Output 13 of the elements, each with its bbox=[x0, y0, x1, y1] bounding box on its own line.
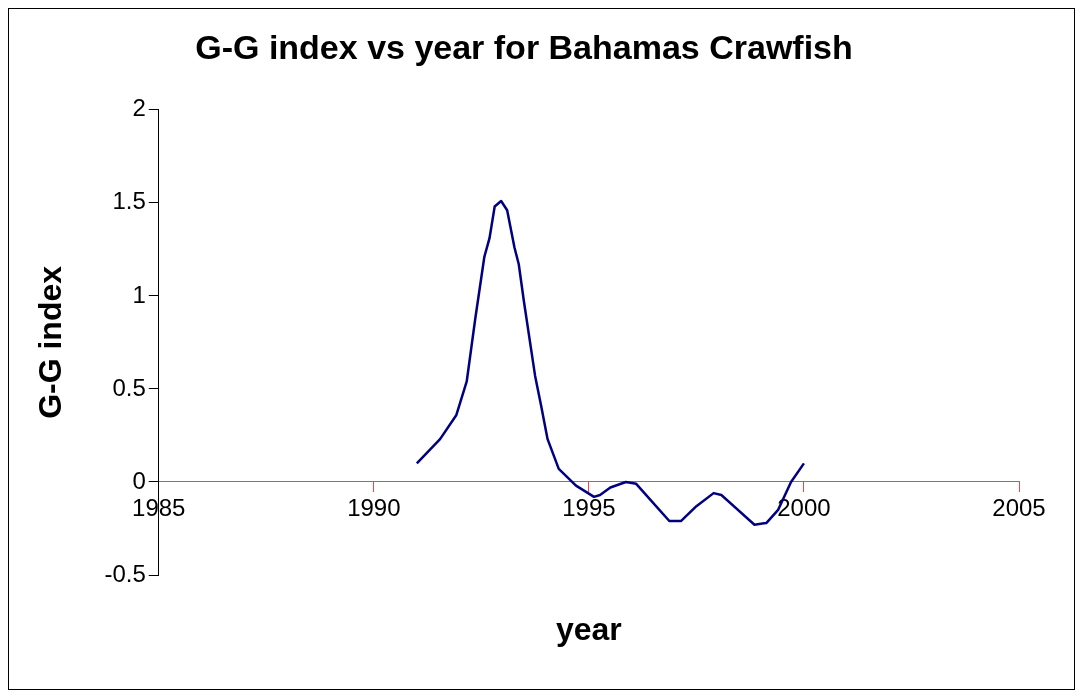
y-tick-label: 0 bbox=[132, 466, 146, 494]
x-tick-label: 2000 bbox=[777, 493, 831, 521]
x-axis-title: year bbox=[555, 610, 622, 647]
chart-title: G-G index vs year for Bahamas Crawfish bbox=[195, 27, 853, 66]
y-tick-label: 1 bbox=[132, 280, 146, 308]
y-tick-label: -0.5 bbox=[104, 559, 146, 587]
y-tick-label: 1.5 bbox=[112, 187, 146, 215]
x-tick-label: 1995 bbox=[562, 493, 616, 521]
y-axis-title: G-G index bbox=[32, 265, 69, 419]
x-tick-label: 1990 bbox=[347, 493, 401, 521]
y-tick-label: 0.5 bbox=[112, 373, 146, 401]
y-tick-label: 2 bbox=[132, 94, 146, 122]
x-tick-label: 2005 bbox=[992, 493, 1046, 521]
